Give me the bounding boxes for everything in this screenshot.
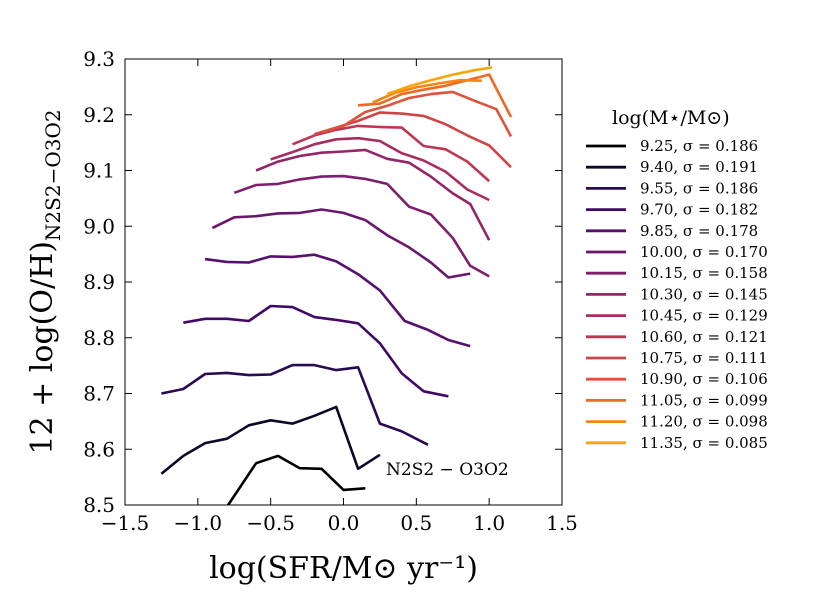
series-line-10-45 <box>270 136 490 202</box>
legend-entry-label: 11.35, σ = 0.085 <box>640 434 768 452</box>
legend-entry-label: 9.25, σ = 0.186 <box>640 137 758 155</box>
annotation-label: N2S2 − O3O2 <box>386 460 509 480</box>
legend: log(M⋆/M⊙) 9.25, σ = 0.186 9.40, σ = 0.19… <box>586 107 768 452</box>
y-tick-label: 9.0 <box>83 214 115 238</box>
x-tick-label: 1.0 <box>473 511 505 535</box>
legend-entry-label: 10.45, σ = 0.129 <box>640 307 768 325</box>
y-axis-label-main: 12 + log(O/H) <box>25 241 60 455</box>
x-tick-label: 0.0 <box>328 511 360 535</box>
legend-entry-label: 9.70, σ = 0.182 <box>640 201 758 219</box>
legend-entry-label: 10.60, σ = 0.121 <box>640 328 768 346</box>
y-axis-label-sub: N2S2−O3O2 <box>41 109 65 241</box>
x-tick-label: 0.5 <box>400 511 432 535</box>
series-line-9-70 <box>183 304 449 398</box>
series-line-9-25 <box>226 454 366 505</box>
series-line-9-55 <box>161 363 429 446</box>
series-line-10-15 <box>233 174 490 278</box>
series-line-11-35 <box>386 66 493 96</box>
legend-entry-label: 9.40, σ = 0.191 <box>640 158 758 176</box>
legend-entry-label: 10.15, σ = 0.158 <box>640 264 768 282</box>
y-tick-label: 8.7 <box>83 382 115 406</box>
y-tick-label: 8.5 <box>83 493 115 517</box>
series-line-11-20 <box>372 78 482 104</box>
x-tick-label: −0.5 <box>246 511 295 535</box>
y-tick-label: 8.8 <box>83 326 115 350</box>
x-tick-label: 1.5 <box>546 511 578 535</box>
y-axis-label-group: 12 + log(O/H)N2S2−O3O2 <box>25 109 65 454</box>
series-line-9-40 <box>160 405 381 475</box>
series-line-11-05 <box>357 73 513 118</box>
x-tick-label: −1.5 <box>101 511 150 535</box>
series-line-10-30 <box>255 148 491 241</box>
series-line-10-90 <box>321 90 513 138</box>
legend-items: 9.25, σ = 0.186 9.40, σ = 0.191 9.55, σ = … <box>586 137 768 452</box>
legend-entry-label: 11.20, σ = 0.098 <box>640 413 768 431</box>
legend-entry-label: 11.05, σ = 0.099 <box>640 391 768 409</box>
y-axis-label: 12 + log(O/H)N2S2−O3O2 <box>25 109 65 454</box>
legend-entry-label: 10.30, σ = 0.145 <box>640 285 768 303</box>
legend-entry-label: 10.00, σ = 0.170 <box>640 243 768 261</box>
tick-layer: −1.5 −1.0 −0.5 0.0 0.5 1.0 1.5 8.5 8.6 8.7 8.8 8.9 9… <box>83 47 578 535</box>
legend-entry-label: 9.85, σ = 0.178 <box>640 222 758 240</box>
x-axis-label: log(SFR/M⊙ yr⁻¹) <box>209 551 478 586</box>
y-tick-label: 8.9 <box>83 270 115 294</box>
series-layer <box>160 66 513 505</box>
legend-entry-label: 10.90, σ = 0.106 <box>640 370 768 388</box>
y-tick-label: 8.6 <box>83 437 115 461</box>
y-tick-label: 9.1 <box>83 159 115 183</box>
series-line-10-60 <box>292 124 491 183</box>
series-line-10-00 <box>211 208 471 279</box>
y-tick-label: 9.2 <box>83 103 115 127</box>
x-tick-label: −1.0 <box>174 511 223 535</box>
series-line-9-85 <box>204 253 471 348</box>
y-tick-label: 9.3 <box>83 47 115 71</box>
legend-entry-label: 9.55, σ = 0.186 <box>640 179 758 197</box>
legend-title: log(M⋆/M⊙) <box>612 107 730 129</box>
legend-entry-label: 10.75, σ = 0.111 <box>640 349 768 367</box>
